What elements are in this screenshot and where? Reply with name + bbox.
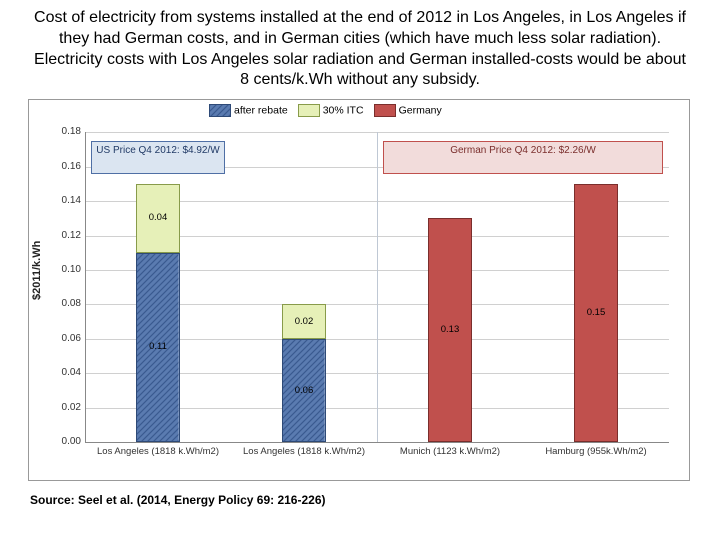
x-tick-label: Hamburg (955k.Wh/m2) xyxy=(525,446,667,457)
page-title: Cost of electricity from systems install… xyxy=(0,0,720,95)
legend-label: Germany xyxy=(399,104,442,116)
y-tick-label: 0.16 xyxy=(47,161,81,172)
bar-segment xyxy=(136,253,180,442)
y-tick-label: 0.04 xyxy=(47,367,81,378)
chart-annotation: German Price Q4 2012: $2.26/W xyxy=(383,141,663,174)
y-tick-label: 0.14 xyxy=(47,195,81,206)
y-axis-label: $2011/k.Wh xyxy=(31,241,43,300)
chart-legend: after rebate 30% ITC Germany xyxy=(199,104,442,117)
legend-swatch xyxy=(298,104,320,117)
y-tick-label: 0.00 xyxy=(47,436,81,447)
legend-label: after rebate xyxy=(234,104,288,116)
legend-swatch xyxy=(374,104,396,117)
bar-segment xyxy=(136,184,180,253)
bar-segment xyxy=(282,304,326,338)
y-tick-label: 0.18 xyxy=(47,126,81,137)
y-tick-label: 0.08 xyxy=(47,298,81,309)
bar-segment xyxy=(574,184,618,442)
y-tick-label: 0.02 xyxy=(47,402,81,413)
chart-container: after rebate 30% ITC Germany $2011/k.Wh 0.… xyxy=(28,99,690,481)
y-axis xyxy=(85,132,86,442)
chart-annotation: US Price Q4 2012: $4.92/W xyxy=(91,141,225,174)
legend-label: 30% ITC xyxy=(323,104,364,116)
y-tick-label: 0.06 xyxy=(47,333,81,344)
legend-swatch xyxy=(209,104,231,117)
x-tick-label: Los Angeles (1818 k.Wh/m2) xyxy=(87,446,229,457)
group-divider xyxy=(377,132,378,442)
x-tick-label: Munich (1123 k.Wh/m2) xyxy=(379,446,521,457)
x-tick-label: Los Angeles (1818 k.Wh/m2) xyxy=(233,446,375,457)
y-tick-label: 0.12 xyxy=(47,230,81,241)
bar-segment xyxy=(428,218,472,442)
source-citation: Source: Seel et al. (2014, Energy Policy… xyxy=(0,481,720,507)
bar-segment xyxy=(282,339,326,442)
y-tick-label: 0.10 xyxy=(47,264,81,275)
